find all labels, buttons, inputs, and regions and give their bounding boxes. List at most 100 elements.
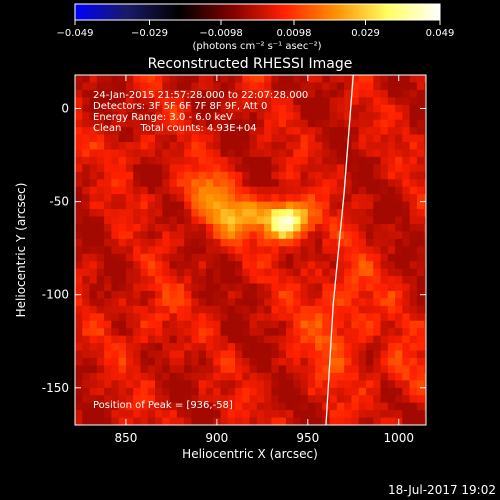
heatmap-cell <box>235 82 243 91</box>
heatmap-cell <box>89 357 98 366</box>
heatmap-cell <box>300 89 309 98</box>
heatmap-cell <box>365 387 374 396</box>
heatmap-cell <box>162 201 170 210</box>
heatmap-cell <box>424 387 426 396</box>
heatmap-cell <box>162 372 170 381</box>
heatmap-cell <box>155 194 163 202</box>
heatmap-cell <box>322 209 331 217</box>
heatmap-cell <box>162 387 170 396</box>
heatmap-cell <box>82 75 90 83</box>
heatmap-cell <box>235 89 243 98</box>
heatmap-cell <box>256 164 265 173</box>
heatmap-cell <box>307 231 316 240</box>
heatmap-cell <box>96 82 105 91</box>
heatmap-cell <box>409 402 418 411</box>
heatmap-cell <box>155 261 163 270</box>
heatmap-cell <box>147 380 156 389</box>
heatmap-cell <box>235 417 243 425</box>
heatmap-cell <box>213 134 221 143</box>
heatmap-cell <box>125 127 134 135</box>
heatmap-cell <box>322 97 331 106</box>
heatmap-cell <box>111 216 120 225</box>
heatmap-cell <box>96 201 105 210</box>
heatmap-cell <box>162 305 170 314</box>
heatmap-cell <box>184 380 192 389</box>
heatmap-cell <box>402 343 411 351</box>
heatmap-cell <box>322 134 331 143</box>
heatmap-cell <box>322 298 331 307</box>
heatmap-cell <box>184 365 192 374</box>
heatmap-cell <box>220 276 229 284</box>
heatmap-cell <box>278 112 287 121</box>
heatmap-cell <box>176 387 185 396</box>
heatmap-cell <box>242 171 250 180</box>
heatmap-cell <box>395 89 403 98</box>
heatmap-cell <box>424 335 426 344</box>
heatmap-cell <box>424 313 426 322</box>
heatmap-cell <box>198 410 207 418</box>
heatmap-cell <box>213 410 221 418</box>
heatmap-cell <box>242 417 250 425</box>
heatmap-cell <box>336 89 345 98</box>
heatmap-cell <box>82 223 90 232</box>
heatmap-cell <box>416 142 425 150</box>
heatmap-cell <box>336 171 345 180</box>
heatmap-cell <box>256 186 265 195</box>
heatmap-cell <box>184 104 192 113</box>
heatmap-cell <box>205 231 214 240</box>
heatmap-cell <box>227 343 236 351</box>
heatmap-cell <box>358 387 367 396</box>
heatmap-cell <box>118 387 127 396</box>
heatmap-cell <box>176 395 185 404</box>
heatmap-cell <box>365 328 374 337</box>
heatmap-cell <box>118 305 127 314</box>
heatmap-cell <box>104 201 112 210</box>
heatmap-cell <box>198 253 207 262</box>
heatmap-cell <box>271 194 280 202</box>
heatmap-cell <box>256 223 265 232</box>
heatmap-cell <box>140 216 149 225</box>
heatmap-cell <box>256 343 265 351</box>
heatmap-cell <box>344 380 352 389</box>
heatmap-cell <box>416 179 425 188</box>
heatmap-cell <box>307 298 316 307</box>
heatmap-cell <box>329 365 338 374</box>
heatmap-cell <box>256 365 265 374</box>
heatmap-cell <box>416 402 425 411</box>
heatmap-cell <box>176 290 185 299</box>
heatmap-cell <box>365 417 374 425</box>
heatmap-cell <box>416 417 425 425</box>
heatmap-cell <box>125 268 134 277</box>
heatmap-cell <box>424 261 426 270</box>
heatmap-cell <box>358 380 367 389</box>
heatmap-cell <box>125 276 134 284</box>
heatmap-cell <box>249 89 258 98</box>
heatmap-cell <box>315 164 323 173</box>
heatmap-cell <box>140 127 149 135</box>
heatmap-cell <box>82 186 90 195</box>
heatmap-cell <box>322 402 331 411</box>
heatmap-cell <box>213 164 221 173</box>
heatmap-cell <box>205 417 214 425</box>
heatmap-cell <box>147 223 156 232</box>
heatmap-cell <box>285 261 294 270</box>
heatmap-cell <box>82 395 90 404</box>
heatmap-cell <box>424 216 426 225</box>
heatmap-cell <box>96 179 105 188</box>
heatmap-cell <box>351 372 360 381</box>
heatmap-cell <box>89 179 98 188</box>
heatmap-cell <box>365 268 374 277</box>
heatmap-cell <box>118 320 127 329</box>
heatmap-cell <box>264 89 272 98</box>
heatmap-cell <box>104 380 112 389</box>
heatmap-cell <box>322 142 331 150</box>
heatmap-cell <box>140 238 149 247</box>
heatmap-cell <box>365 82 374 91</box>
colorbar-tick-label: −0.029 <box>131 28 168 39</box>
heatmap-cell <box>271 216 280 225</box>
heatmap-cell <box>264 149 272 158</box>
heatmap-cell <box>387 276 396 284</box>
heatmap-cell <box>409 156 418 165</box>
heatmap-cell <box>155 357 163 366</box>
heatmap-cell <box>147 97 156 106</box>
